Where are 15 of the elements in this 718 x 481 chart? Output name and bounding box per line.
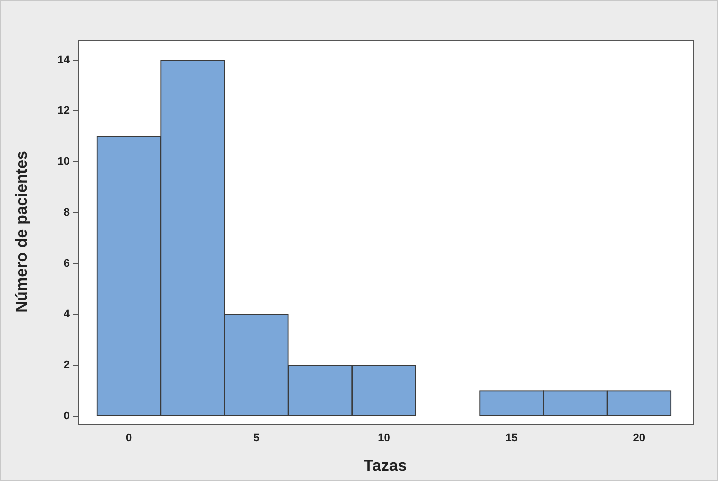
y-axis-title: Número de pacientes	[14, 150, 32, 313]
x-tick-label: 20	[633, 432, 646, 445]
x-tick-label: 0	[126, 432, 132, 445]
y-tick-label: 10	[58, 156, 70, 168]
y-tick-label: 8	[64, 206, 70, 219]
y-tick-label: 2	[64, 360, 70, 372]
y-tick-label: 0	[64, 410, 70, 422]
y-tick-label: 14	[58, 54, 71, 66]
y-tick-label: 6	[64, 258, 70, 270]
y-tick-label: 4	[64, 308, 71, 321]
x-axis-title: Tazas	[364, 458, 408, 475]
y-tick-label: 12	[58, 105, 70, 118]
x-tick-label: 15	[506, 432, 518, 445]
x-tick-label: 5	[254, 432, 260, 445]
x-tick-label: 10	[378, 432, 390, 445]
